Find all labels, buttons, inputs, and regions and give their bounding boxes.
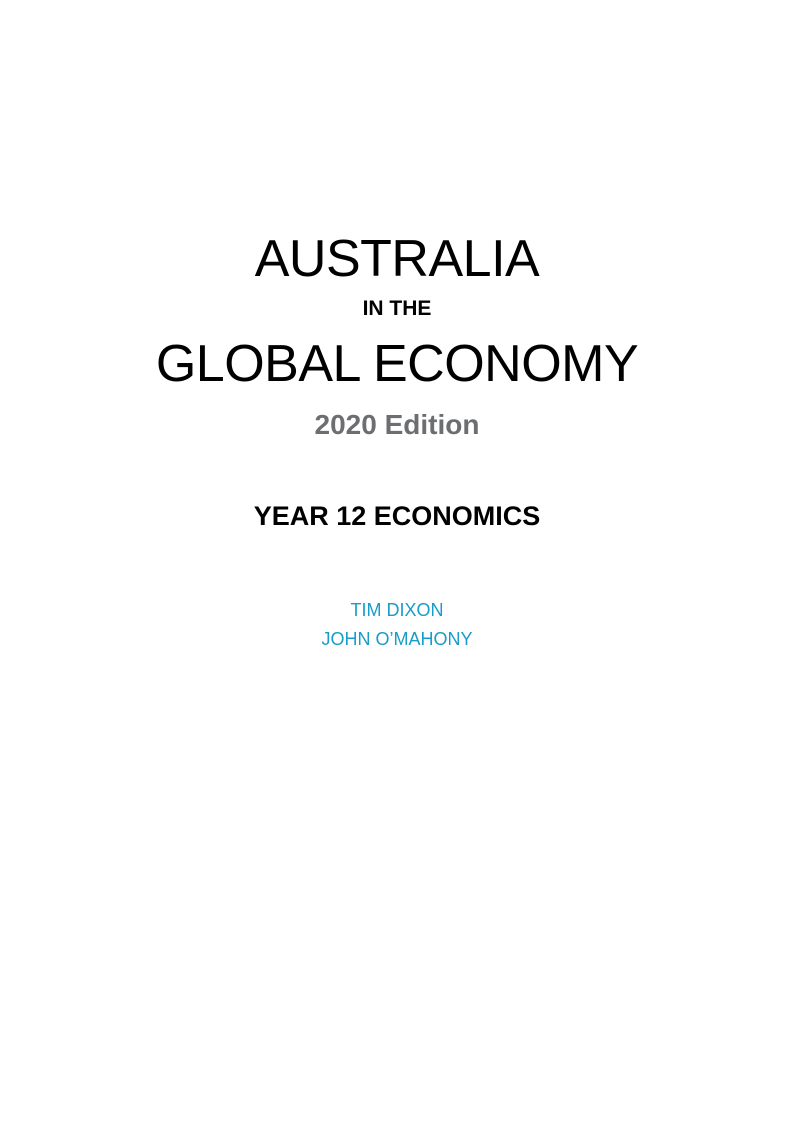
book-title-connector: IN THE	[362, 297, 432, 320]
book-title-sub: GLOBAL ECONOMY	[155, 335, 639, 393]
edition-label: 2020 Edition	[314, 409, 480, 440]
course-label: YEAR 12 ECONOMICS	[253, 501, 541, 531]
author-name: TIM DIXON	[350, 600, 444, 620]
author-name: JOHN O’MAHONY	[321, 629, 473, 649]
book-title-main: AUSTRALIA	[254, 230, 540, 288]
